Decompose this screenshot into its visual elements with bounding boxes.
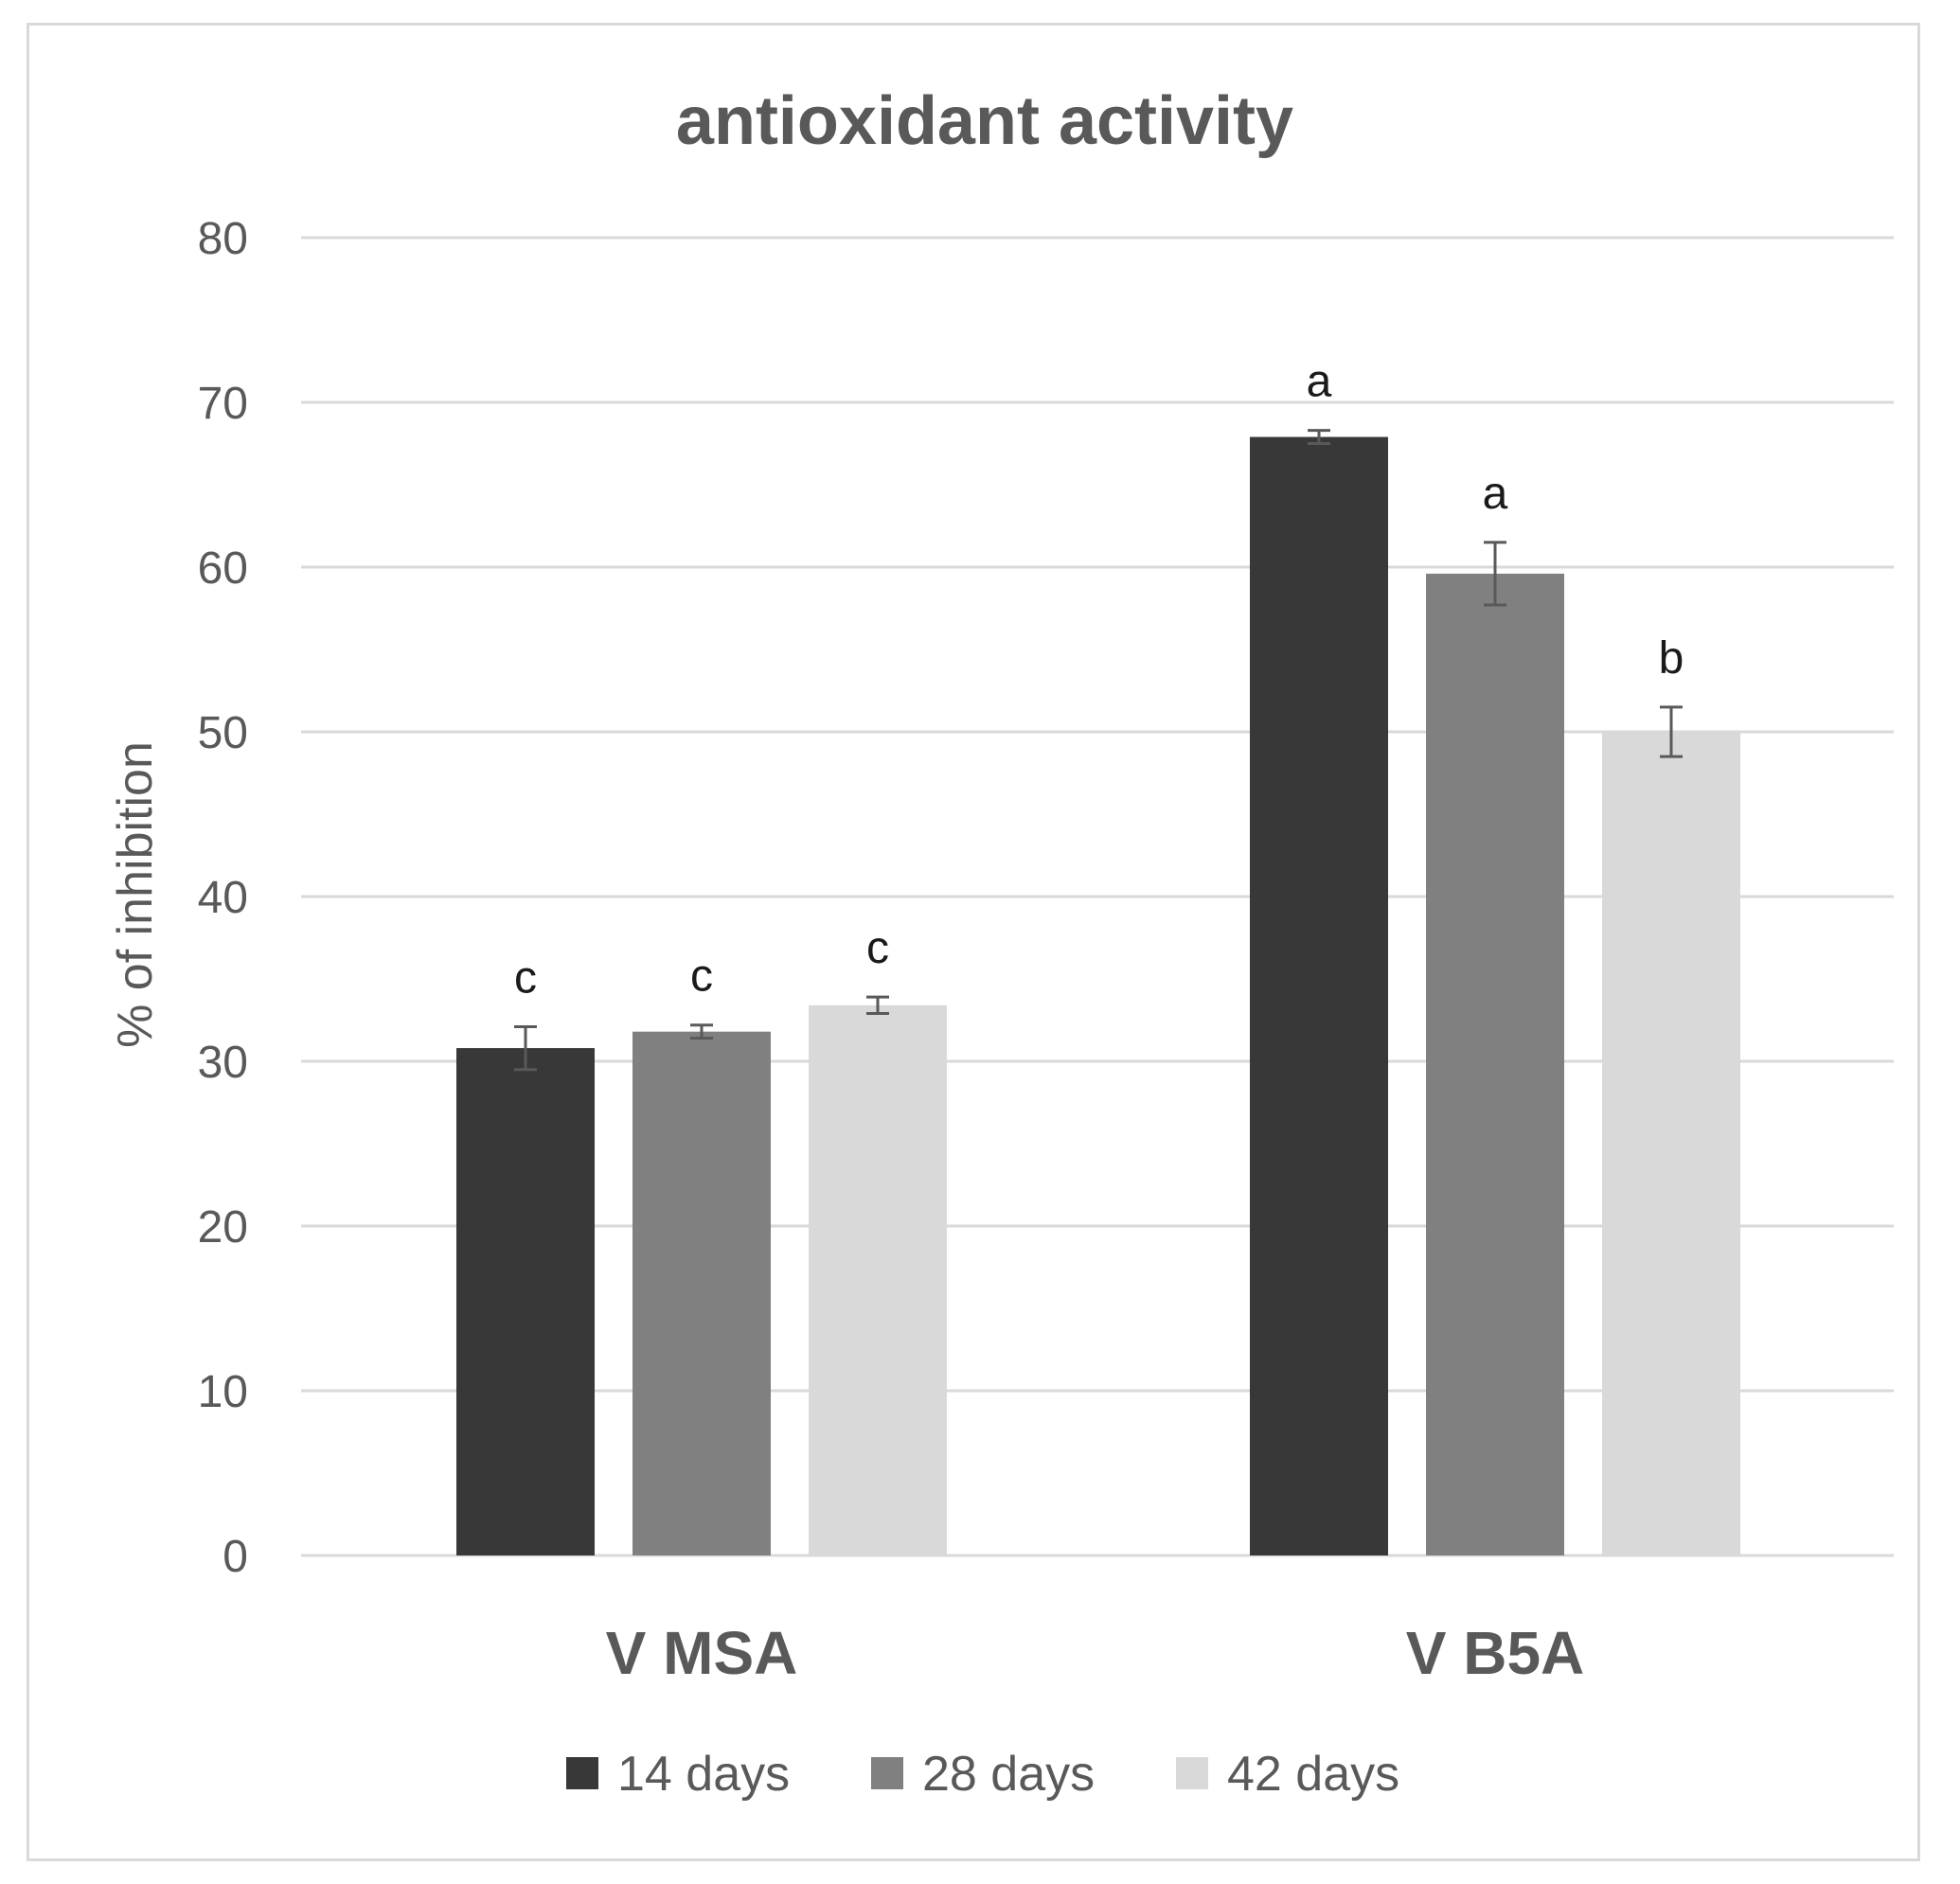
significance-labels: c c c a a b — [514, 357, 1684, 1004]
bar-v-msa-42-days — [809, 1004, 947, 1555]
significance-letter: c — [514, 952, 537, 1003]
y-axis-ticks: 0 10 20 30 40 50 60 70 80 — [198, 214, 248, 1582]
y-tick-label: 40 — [198, 873, 248, 923]
legend-swatch — [566, 1757, 598, 1789]
significance-letter: c — [866, 923, 889, 973]
bar-v-b5a-28-days — [1426, 573, 1564, 1556]
x-axis-category-labels: V MSA V B5A — [606, 1619, 1585, 1687]
error-bar — [514, 1024, 537, 1072]
y-tick-label: 0 — [223, 1532, 248, 1582]
legend-label: 14 days — [617, 1747, 790, 1802]
legend-label: 28 days — [922, 1747, 1095, 1802]
y-tick-label: 70 — [198, 379, 248, 429]
significance-letter: b — [1659, 633, 1684, 684]
y-tick-label: 60 — [198, 543, 248, 594]
bars — [456, 436, 1740, 1556]
error-bar — [690, 1023, 713, 1040]
y-tick-label: 80 — [198, 214, 248, 264]
error-bar — [866, 995, 889, 1016]
x-category-label: V B5A — [1406, 1619, 1585, 1687]
y-tick-label: 30 — [198, 1038, 248, 1088]
x-category-label: V MSA — [606, 1619, 798, 1687]
significance-letter: a — [1307, 357, 1332, 407]
chart-title: antioxidant activity — [676, 83, 1293, 159]
significance-letter: a — [1483, 469, 1508, 519]
legend-item: 14 days — [566, 1747, 790, 1802]
error-bars — [514, 429, 1683, 1072]
legend-swatch — [1176, 1757, 1208, 1789]
legend: 14 days 28 days 42 days — [566, 1747, 1399, 1802]
y-tick-label: 10 — [198, 1367, 248, 1417]
y-axis-label: % of inhibition — [108, 741, 163, 1048]
error-bar — [1484, 541, 1506, 607]
y-tick-label: 20 — [198, 1202, 248, 1253]
y-tick-label: 50 — [198, 708, 248, 758]
legend-swatch — [871, 1757, 903, 1789]
error-bar — [1308, 429, 1330, 445]
legend-item: 28 days — [871, 1747, 1095, 1802]
significance-letter: c — [690, 951, 713, 1002]
bar-v-msa-28-days — [633, 1031, 771, 1555]
bar-v-b5a-42-days — [1602, 732, 1740, 1555]
bar-v-b5a-14-days — [1250, 436, 1388, 1555]
legend-item: 42 days — [1176, 1747, 1399, 1802]
bar-v-msa-14-days — [456, 1048, 595, 1555]
legend-label: 42 days — [1227, 1747, 1399, 1802]
error-bar — [1660, 705, 1683, 758]
